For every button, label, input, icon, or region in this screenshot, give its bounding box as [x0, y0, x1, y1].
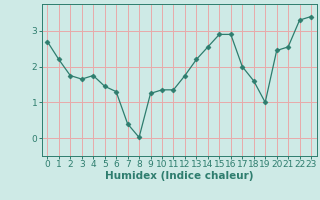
X-axis label: Humidex (Indice chaleur): Humidex (Indice chaleur)	[105, 171, 253, 181]
